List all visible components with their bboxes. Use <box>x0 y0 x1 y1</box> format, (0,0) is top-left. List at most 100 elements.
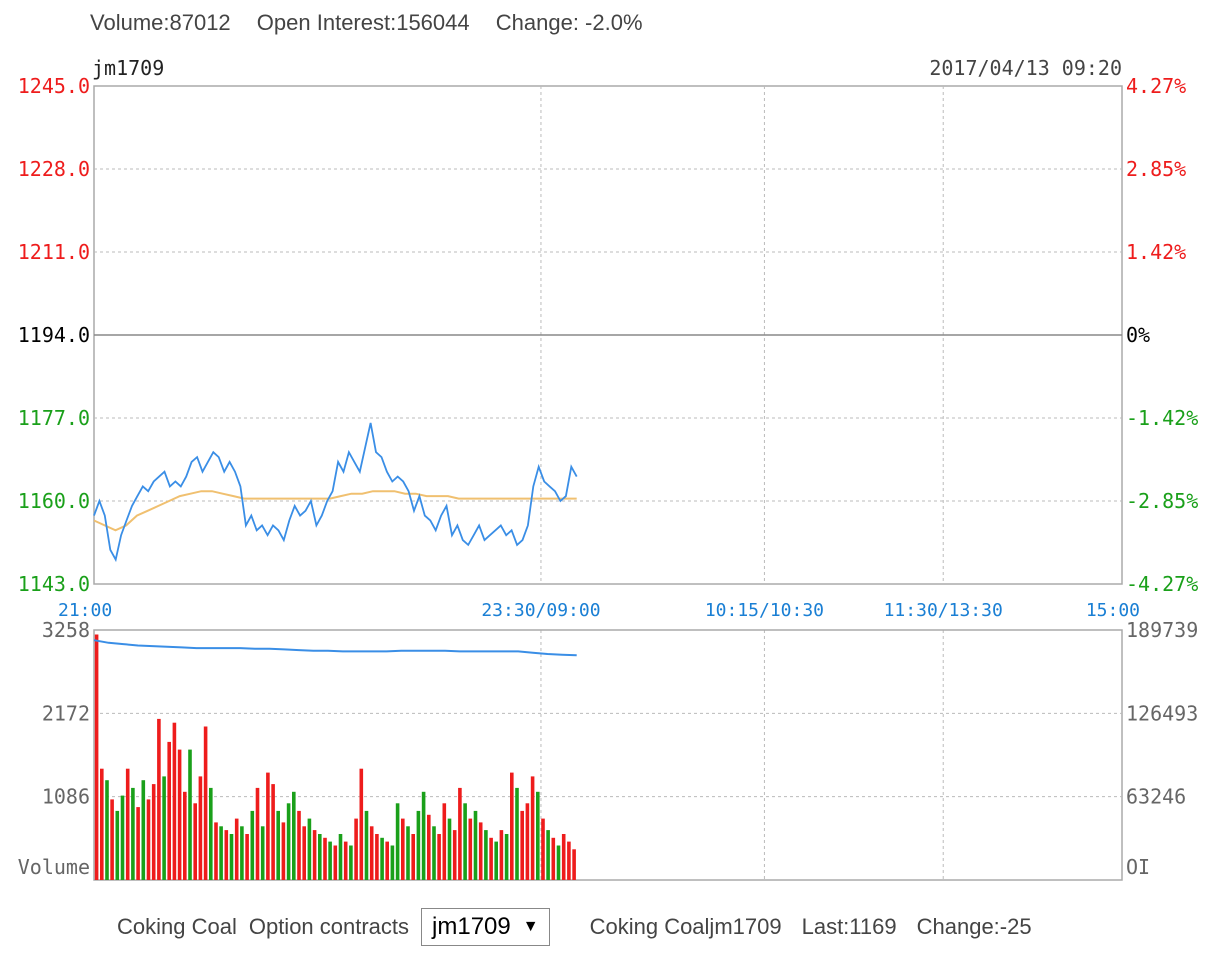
volume-bar <box>478 822 483 880</box>
oi-axis-title: OI <box>1126 855 1150 879</box>
time-axis-label: 15:00 <box>1086 600 1140 621</box>
oi-tick-label: 63246 <box>1126 785 1186 809</box>
volume-bar <box>281 822 286 880</box>
volume-bar <box>520 810 524 880</box>
volume-bar <box>318 834 322 880</box>
volume-bar <box>551 837 556 880</box>
volume-bar <box>504 834 509 880</box>
volume-bar <box>266 772 270 880</box>
pct-tick-label: -1.42% <box>1126 406 1198 430</box>
volume-bar <box>484 830 488 880</box>
volume-bar <box>375 834 379 880</box>
symbol-label: jm1709 <box>92 56 164 80</box>
volume-bar <box>385 841 389 880</box>
volume-bar <box>494 841 498 880</box>
volume-bar <box>177 749 182 880</box>
volume-bar <box>510 772 514 880</box>
volume-bar <box>141 780 146 880</box>
volume-bar <box>167 741 171 880</box>
price-tick-label: 1211.0 <box>18 240 90 264</box>
volume-tick-label: 2172 <box>42 701 90 725</box>
volume-bar <box>437 834 441 880</box>
time-axis-label: 10:15/10:30 <box>705 600 824 621</box>
volume-bar <box>276 810 280 880</box>
volume-tick-label: 1086 <box>42 785 90 809</box>
open-interest-line <box>93 639 577 657</box>
volume-bar <box>131 787 135 880</box>
contract-select-value: jm1709 <box>432 913 511 940</box>
price-tick-label: 1143.0 <box>18 572 90 596</box>
contract-bar: Coking Coal Option contracts jm1709 ▼ Co… <box>117 908 1052 946</box>
contract-summary: Coking Coaljm1709 <box>589 914 782 939</box>
time-axis-label: 11:30/13:30 <box>884 600 1003 621</box>
volume-bar <box>489 837 493 880</box>
volume-bar <box>125 768 130 880</box>
volume-bar <box>286 803 291 880</box>
volume-bar <box>302 826 306 880</box>
volume-bar <box>447 818 452 880</box>
volume-bar <box>515 787 519 880</box>
contract-select[interactable]: jm1709 ▼ <box>421 908 550 946</box>
volume-bar <box>561 834 566 880</box>
volume-bar <box>110 799 114 880</box>
volume-bar <box>172 722 177 880</box>
volume-stat: Volume:87012 <box>90 10 231 35</box>
pct-tick-label: 4.27% <box>1126 74 1186 98</box>
pct-tick-label: -2.85% <box>1126 489 1198 513</box>
price-panel: jm1709 2017/04/13 09:20 1245.0 4.27% 1228.0 2… <box>18 56 1199 621</box>
price-tick-label: 1194.0 <box>18 323 90 347</box>
volume-bar <box>567 841 571 880</box>
volume-tick-label: 3258 <box>42 618 90 642</box>
product-label: Coking Coal <box>117 914 237 939</box>
volume-bar <box>162 776 166 880</box>
volume-bar <box>188 749 192 880</box>
volume-bar <box>468 818 473 880</box>
volume-bar <box>136 807 140 880</box>
pct-tick-label: 0% <box>1126 323 1150 347</box>
volume-bar <box>463 803 467 880</box>
volume-bar <box>229 834 234 880</box>
volume-bar <box>380 837 384 880</box>
volume-bar <box>333 845 338 880</box>
time-axis-label: 23:30/09:00 <box>481 600 600 621</box>
price-tick-label: 1228.0 <box>18 157 90 181</box>
datetime-label: 2017/04/13 09:20 <box>929 56 1122 80</box>
volume-bar <box>292 791 296 880</box>
volume-bar <box>452 830 457 880</box>
volume-bar <box>260 826 265 880</box>
stats-bar: Volume:87012 Open Interest:156044 Change… <box>90 10 663 36</box>
price-tick-label: 1245.0 <box>18 74 90 98</box>
volume-bar <box>395 803 400 880</box>
change-stat: Change: -2.0% <box>495 10 643 35</box>
volume-bar <box>245 834 249 880</box>
volume-bar <box>120 795 125 880</box>
volume-bar <box>323 837 327 880</box>
volume-bar <box>240 826 244 880</box>
oi-tick-label: 126493 <box>1126 701 1198 725</box>
option-contracts-label: Option contracts <box>248 914 410 939</box>
volume-bar <box>115 810 120 880</box>
chevron-down-icon: ▼ <box>522 918 539 935</box>
price-tick-label: 1160.0 <box>18 489 90 513</box>
volume-bar <box>354 818 358 880</box>
volume-bar <box>359 768 364 880</box>
volume-bar <box>432 826 436 880</box>
pct-tick-label: 1.42% <box>1126 240 1186 264</box>
volume-bar <box>224 830 229 880</box>
price-change: Change:-25 <box>916 914 1032 939</box>
volume-bar <box>536 791 540 880</box>
volume-bar <box>297 810 301 880</box>
volume-bar <box>328 841 332 880</box>
volume-bar <box>427 814 431 880</box>
volume-bar <box>307 818 312 880</box>
volume-bar <box>369 826 374 880</box>
volume-frame <box>93 629 1123 881</box>
volume-bar <box>421 791 426 880</box>
volume-bar <box>151 784 156 880</box>
volume-bar <box>146 799 151 880</box>
intraday-chart: jm1709 2017/04/13 09:20 1245.0 4.27% 1228.0 2… <box>18 56 1199 881</box>
open-interest-stat: Open Interest:156044 <box>256 10 470 35</box>
volume-bar <box>401 818 405 880</box>
volume-bar <box>250 810 255 880</box>
volume-bar <box>214 822 218 880</box>
